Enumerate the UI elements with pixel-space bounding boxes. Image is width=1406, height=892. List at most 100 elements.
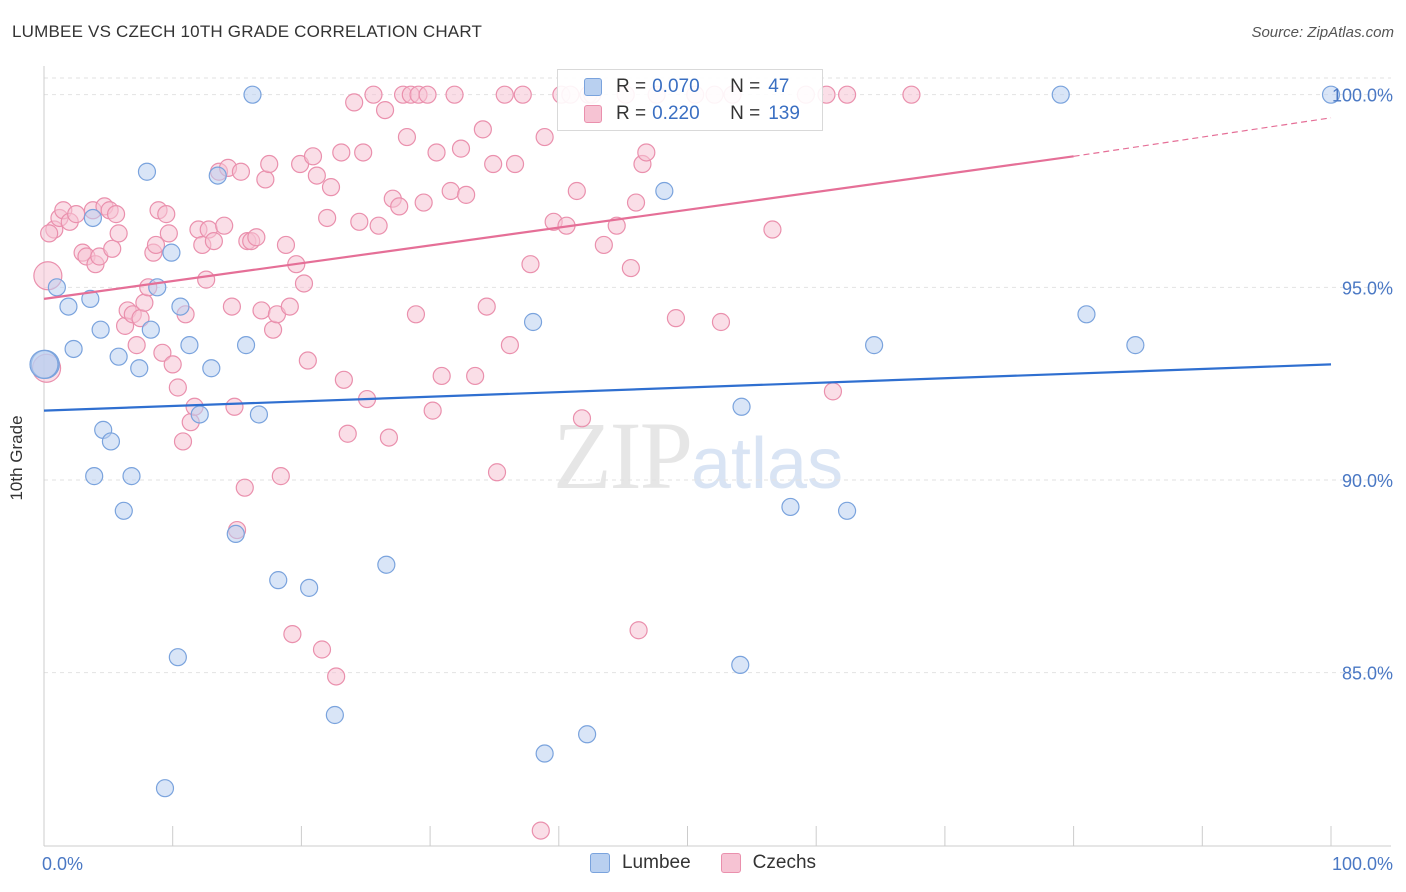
czech-point — [109, 224, 128, 243]
czech-point — [473, 120, 492, 139]
czech-point — [256, 170, 275, 189]
czech-point — [307, 166, 326, 185]
czech-point — [260, 154, 279, 174]
lumbee-point — [1126, 336, 1145, 355]
lumbee-swatch — [584, 78, 602, 96]
n-label: N = — [730, 103, 761, 124]
czech-point — [271, 467, 290, 486]
czech-point — [173, 432, 193, 451]
lumbee-point — [47, 278, 66, 297]
czech-point — [505, 154, 525, 174]
lumbee-point — [171, 297, 190, 316]
czech-point — [500, 336, 519, 355]
lumbee-point — [377, 555, 396, 574]
czech-point — [222, 297, 242, 316]
stats-row-czech: R = 0.220 N = 139 — [584, 102, 800, 126]
czech-point — [280, 297, 299, 316]
czech-point — [487, 463, 507, 482]
czech-point — [621, 258, 640, 278]
czech-point — [364, 85, 383, 104]
czech-point — [397, 127, 417, 147]
czech-point — [327, 667, 346, 686]
lumbee-point — [162, 243, 181, 262]
czech-point — [594, 235, 613, 255]
trend-lines — [43, 117, 1332, 412]
czech-point — [711, 312, 731, 332]
czech-point — [379, 428, 399, 447]
czech-point — [345, 93, 364, 112]
lumbee-point — [865, 336, 884, 355]
lumbee-point — [655, 181, 674, 201]
legend-label-lumbee: Lumbee — [621, 852, 691, 873]
lumbee-point — [208, 166, 227, 185]
r-value-czech: 0.220 — [652, 103, 700, 124]
czech-point — [321, 178, 341, 197]
czech-point — [375, 100, 395, 120]
czech-point — [445, 85, 464, 104]
y-tick-label: 85.0% — [1342, 664, 1393, 684]
lumbee-point — [137, 162, 157, 181]
czech-point — [157, 205, 176, 224]
czech-point — [303, 147, 323, 166]
lumbee-point — [578, 725, 597, 744]
czech-trend-line — [43, 155, 1074, 300]
czech-point — [318, 208, 337, 228]
legend-label-czech: Czechs — [752, 852, 817, 873]
stats-row-lumbee: R = 0.070 N = 47 — [584, 75, 789, 99]
lumbee-point — [190, 405, 209, 424]
czech-point — [626, 193, 646, 212]
czech-point — [276, 235, 296, 255]
lumbee-point — [91, 320, 110, 339]
czech-point — [103, 239, 122, 258]
czech-point — [666, 309, 686, 328]
czech-point — [466, 366, 485, 386]
lumbee-point — [1321, 85, 1341, 104]
lumbee-point — [122, 467, 141, 486]
czech-point — [40, 224, 59, 243]
lumbee-point — [114, 501, 133, 520]
czech-point — [406, 305, 426, 324]
czech-point — [159, 224, 178, 243]
czech-swatch — [584, 105, 602, 123]
lumbee-points — [29, 85, 1341, 798]
r-label: R = — [616, 76, 647, 97]
czech-point — [106, 205, 126, 224]
legend-item-lumbee[interactable]: Lumbee — [589, 852, 691, 874]
czech-point — [231, 162, 251, 181]
y-tick-label: 90.0% — [1342, 471, 1393, 491]
legend-item-czech[interactable]: Czechs — [720, 852, 817, 874]
axes — [43, 66, 1391, 847]
czech-point — [607, 216, 626, 235]
czech-trend-extension — [1073, 117, 1332, 157]
lumbee-point — [101, 432, 121, 451]
czech-point — [451, 139, 471, 158]
czech-point — [432, 366, 451, 386]
czech-point — [567, 181, 586, 201]
lumbee-swatch — [589, 853, 610, 873]
czech-point — [629, 621, 648, 640]
n-value-czech: 139 — [768, 103, 800, 124]
lumbee-point — [1051, 85, 1070, 104]
czech-point — [495, 85, 514, 104]
czech-point — [312, 640, 332, 659]
lumbee-point — [226, 524, 245, 544]
czech-point — [334, 370, 353, 389]
czech-point — [135, 293, 154, 312]
czech-point — [338, 424, 357, 443]
tick-labels: 100.0% 95.0% 90.0% 85.0% 0.0% 100.0% — [42, 86, 1393, 874]
czech-point — [414, 193, 433, 212]
r-label: R = — [616, 103, 647, 124]
lumbee-point — [130, 359, 149, 378]
czech-point — [484, 154, 503, 174]
czech-point — [457, 185, 476, 204]
y-tick-label: 100.0% — [1332, 86, 1393, 106]
czech-point — [225, 397, 244, 416]
watermark-atlas: atlas — [691, 424, 844, 504]
czech-point — [513, 85, 532, 104]
czech-point — [204, 231, 223, 251]
czech-point — [146, 235, 166, 255]
czech-point — [298, 351, 317, 370]
czech-point — [215, 216, 234, 235]
lumbee-point — [1077, 305, 1096, 324]
lumbee-point — [523, 312, 543, 332]
